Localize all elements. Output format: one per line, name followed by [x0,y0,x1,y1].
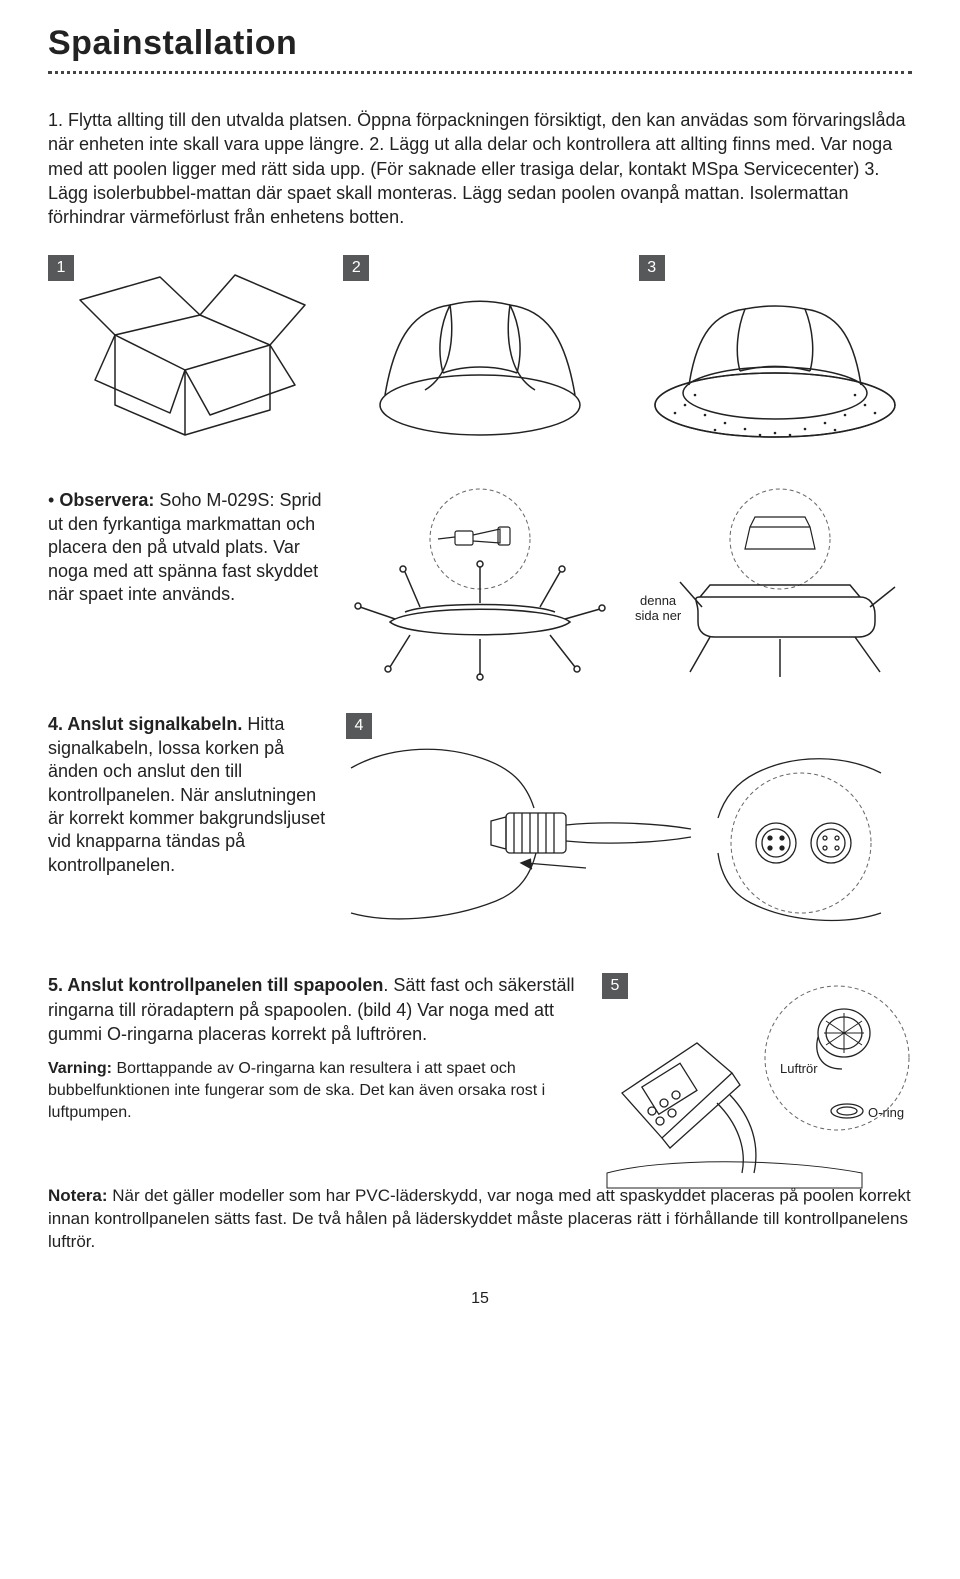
step4-text: 4. Anslut signalkabeln. Hitta signalkabe… [48,713,328,877]
spa-deflated-icon [355,265,605,445]
step4-rest: Hitta signalkabeln, lossa korken på ände… [48,714,325,874]
varning-rest: Borttappande av O-ringarna kan resultera… [48,1060,545,1120]
observera-label: Observera: [59,490,154,510]
page-number: 15 [48,1290,912,1308]
step5-title: 5. Anslut kontrollpanelen till spapoolen [48,975,383,995]
figure-3: 3 [639,255,912,455]
observera-figures: denna sida ner [338,489,912,679]
spa-on-mat-icon [645,265,905,445]
figure-row-123: 1 2 [48,255,912,455]
box-open-icon [60,265,310,445]
page-title: Spainstallation [48,24,912,63]
varning-paragraph: Varning: Borttappande av O-ringarna kan … [48,1058,584,1123]
figure-badge-2: 2 [343,255,369,281]
figure-2: 2 [343,255,616,455]
figure-badge-1: 1 [48,255,74,281]
denna-label: denna [640,593,677,608]
intro-paragraph: 1. Flytta allting till den utvalda plats… [48,108,912,229]
figure-1: 1 [48,255,321,455]
notera-label: Notera: [48,1186,108,1205]
figure-badge-3: 3 [639,255,665,281]
control-panel-connect-icon: Luftrör O-ring [602,973,912,1208]
figure-badge-4: 4 [346,713,372,739]
step4-title: 4. Anslut signalkabeln. [48,714,242,734]
title-divider [48,71,912,74]
figure-5: 5 [602,973,912,1173]
step4-section: 4. Anslut signalkabeln. Hitta signalkabe… [48,713,912,943]
step5-section: 5. Anslut kontrollpanelen till spapoolen… [48,973,912,1173]
step5-text: 5. Anslut kontrollpanelen till spapoolen… [48,973,584,1046]
luftror-label: Luftrör [780,1061,818,1076]
signal-cable-icon [346,713,886,943]
figure-badge-5: 5 [602,973,628,999]
observera-text: • Observera: Soho M-029S: Sprid ut den f… [48,489,328,606]
varning-label: Varning: [48,1060,112,1077]
observera-section: • Observera: Soho M-029S: Sprid ut den f… [48,489,912,679]
mat-spread-icon: denna sida ner [350,487,900,682]
figure-4: 4 [346,713,912,943]
sida-ner-label: sida ner [635,608,682,623]
oring-label: O-ring [868,1105,904,1120]
